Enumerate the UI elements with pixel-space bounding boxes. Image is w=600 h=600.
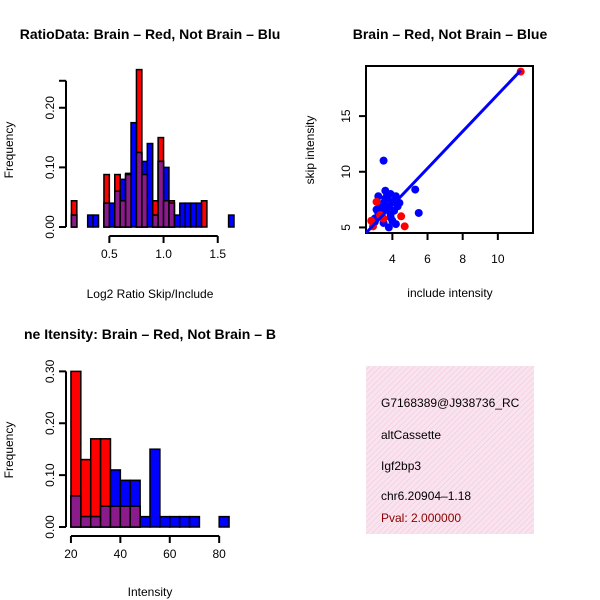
ratio-histogram-xlabel: Log2 Ratio Skip/Include (87, 287, 214, 301)
scatter-point-brain (397, 212, 406, 221)
intensity-x-tick-label: 20 (64, 547, 78, 561)
ratio-blue-bar (146, 142, 154, 228)
ratio-blue-bar (179, 202, 186, 228)
scatter-panel: Brain – Red, Not Brain – Blue include in… (303, 26, 547, 300)
ratio-blue-bar (227, 214, 235, 228)
scatter-x-tick-label: 10 (491, 252, 505, 266)
ratio-histogram-bars (70, 68, 235, 228)
scatter-ylabel: skip intensity (303, 116, 317, 185)
info-event-id: G7168389@J938736_RC (381, 396, 520, 410)
intensity-histogram-title: ne Itensity: Brain – Red, Not Brain – B (24, 326, 276, 342)
scatter-point-not-brain (388, 216, 397, 225)
intensity-overlap-bar (119, 505, 131, 528)
scatter-point-not-brain (411, 185, 420, 194)
ratio-blue-bar (108, 202, 116, 228)
intensity-histogram-xlabel: Intensity (128, 585, 173, 599)
ratio-x-tick-label: 1.5 (209, 247, 226, 261)
ratio-overlap-bar (70, 214, 78, 228)
ratio-overlap-bar (135, 151, 143, 228)
scatter-plot-content (364, 67, 525, 235)
ratio-blue-bar (173, 214, 181, 228)
scatter-xlabel: include intensity (407, 286, 492, 300)
ratio-x-tick-label: 1.0 (155, 247, 172, 261)
scatter-point-not-brain (384, 223, 393, 232)
info-pval: Pval: 2.000000 (381, 511, 461, 525)
intensity-x-tick-label: 60 (163, 547, 177, 561)
scatter-point-not-brain (379, 156, 388, 165)
scatter-x-tick-label: 4 (389, 252, 396, 266)
intensity-histogram-axes: 20 40 60 80 0.00 0.10 0.20 0.30 (43, 359, 226, 561)
intensity-histogram-ylabel: Frequency (2, 422, 16, 479)
ratio-blue-bar (130, 121, 138, 228)
scatter-title: Brain – Red, Not Brain – Blue (353, 26, 548, 42)
intensity-blue-bar (218, 515, 230, 528)
scatter-x-tick-label: 6 (424, 252, 431, 266)
intensity-histogram-bars (70, 370, 230, 528)
intensity-y-tick-label: 0.10 (43, 463, 57, 487)
intensity-overlap-bar (129, 505, 141, 528)
intensity-overlap-bar (89, 515, 102, 528)
ratio-overlap-bar (114, 190, 121, 228)
ratio-overlap-bar (141, 173, 149, 228)
ratio-blue-bar (92, 214, 100, 228)
ratio-histogram-axes: 0.5 1.0 1.5 0.00 0.10 0.20 (43, 79, 226, 261)
ratio-overlap-bar (162, 200, 170, 228)
intensity-overlap-bar (109, 505, 122, 528)
ratio-overlap-bar (103, 202, 111, 228)
intensity-blue-bar (139, 515, 151, 528)
ratio-overlap-bar (151, 214, 159, 228)
intensity-overlap-bar (70, 495, 82, 528)
intensity-y-tick-label: 0.00 (43, 515, 57, 539)
intensity-blue-bar (188, 515, 201, 528)
scatter-point-brain (400, 222, 409, 231)
intensity-x-tick-label: 80 (212, 547, 226, 561)
intensity-histogram-panel: ne Itensity: Brain – Red, Not Brain – B … (2, 326, 276, 599)
scatter-point-not-brain (386, 190, 395, 199)
ratio-red-bar (200, 200, 208, 228)
intensity-blue-bar (178, 515, 191, 528)
intensity-red-bar (89, 438, 102, 528)
intensity-blue-bar (169, 515, 181, 528)
intensity-blue-bar (159, 515, 171, 528)
ratio-blue-bar (195, 202, 203, 228)
ratio-y-tick-label: 0.20 (43, 96, 57, 120)
scatter-plot-box (365, 65, 534, 234)
intensity-x-tick-label: 40 (114, 547, 128, 561)
info-panel-background (366, 366, 534, 534)
intensity-y-tick-label: 0.30 (43, 359, 57, 383)
ratio-blue-bar (184, 202, 192, 228)
scatter-y-tick-label: 10 (339, 165, 353, 179)
intensity-overlap-bar (99, 505, 112, 528)
intensity-blue-bar (149, 448, 161, 528)
scatter-y-tick-label: 5 (339, 224, 353, 231)
ratio-histogram-ylabel: Frequency (2, 122, 16, 179)
scatter-y-tick-label: 15 (339, 109, 353, 123)
ratio-overlap-bar (119, 200, 127, 228)
scatter-point-not-brain (414, 208, 423, 217)
ratio-overlap-bar (157, 160, 165, 228)
scatter-x-tick-label: 8 (459, 252, 466, 266)
scatter-fit-line (364, 69, 522, 235)
info-event-type: altCassette (381, 428, 441, 442)
ratio-overlap-bar (168, 202, 176, 228)
intensity-y-tick-label: 0.20 (43, 411, 57, 435)
ratio-histogram-title: RatioData: Brain – Red, Not Brain – Blu (20, 26, 281, 42)
info-panel: G7168389@J938736_RC altCassette Igf2bp3 … (366, 366, 534, 534)
info-gene-name: Igf2bp3 (381, 459, 421, 473)
intensity-overlap-bar (80, 515, 92, 528)
info-location: chr6.20904–1.18 (381, 489, 471, 503)
scatter-point-brain (372, 197, 381, 206)
ratio-overlap-bar (124, 173, 132, 228)
ratio-blue-bar (86, 214, 94, 228)
ratio-y-tick-label: 0.00 (43, 215, 57, 239)
scatter-point-not-brain (379, 198, 388, 207)
ratio-y-tick-label: 0.10 (43, 155, 57, 179)
ratio-histogram-panel: RatioData: Brain – Red, Not Brain – Blu … (2, 26, 280, 301)
ratio-blue-bar (189, 202, 197, 228)
ratio-x-tick-label: 0.5 (101, 247, 118, 261)
scatter-axes: 4 6 8 10 5 10 15 (339, 109, 505, 266)
